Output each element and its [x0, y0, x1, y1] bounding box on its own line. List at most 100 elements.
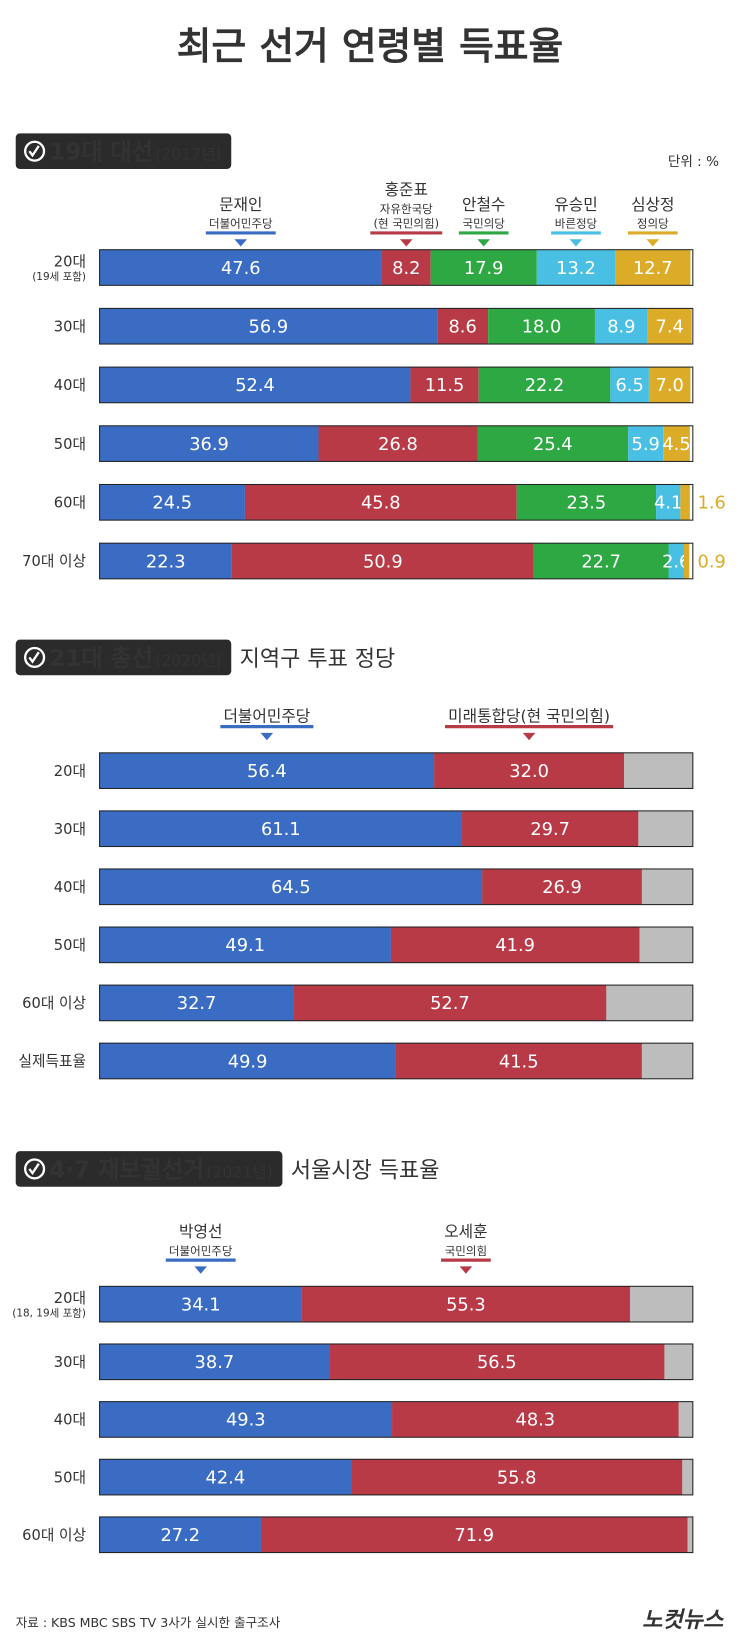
- bar-outline: [99, 483, 694, 521]
- legend-name: 문재인: [219, 195, 262, 214]
- header-box: [15, 1151, 283, 1187]
- value-label: 18.0: [522, 317, 562, 338]
- legend-pointer: [459, 1266, 473, 1274]
- bar-segment: [99, 425, 319, 462]
- bar-outline: [99, 425, 694, 462]
- title: 최근 선거 연령별 득표율: [177, 24, 563, 68]
- bar-segment: [99, 484, 245, 521]
- bar-segment: [381, 249, 431, 286]
- category-label: 60대: [54, 495, 86, 512]
- bar-segment: [99, 249, 382, 286]
- value-label: 64.5: [271, 877, 311, 898]
- value-label: 2.6: [662, 551, 690, 572]
- bar-segment: [462, 810, 639, 847]
- category-label: 40대: [54, 1412, 86, 1429]
- bar-segment: [594, 308, 648, 345]
- bar-segment: [648, 367, 691, 403]
- bar-segment: [390, 927, 640, 963]
- bar-outline: [99, 1458, 694, 1496]
- legend-pointer: [477, 239, 490, 247]
- bar-segment: [99, 543, 232, 579]
- value-label: 47.6: [221, 258, 261, 279]
- legend-party: 국민의당: [463, 217, 506, 231]
- header-box: [15, 133, 232, 169]
- value-label: 24.5: [152, 493, 192, 514]
- value-label: 38.7: [195, 1352, 235, 1373]
- bar-segment: [329, 1343, 665, 1380]
- legend-pointer: [569, 239, 583, 247]
- section-heading: 4·7 재보궐선거: [49, 1157, 204, 1183]
- bar-outline: [99, 810, 694, 848]
- bar-segment: [478, 367, 611, 403]
- legend-party: 더불어민주당: [209, 217, 273, 231]
- value-label: 55.3: [446, 1294, 486, 1315]
- bar-segment: [99, 927, 391, 963]
- value-label: 34.1: [181, 1294, 221, 1315]
- bar-segment: [99, 752, 435, 789]
- bar-segment: [647, 308, 692, 345]
- bar-segment: [434, 752, 625, 789]
- bar-segment: [99, 868, 483, 905]
- ballot-icon-check: [28, 145, 40, 158]
- value-label: 52.4: [235, 375, 275, 396]
- bar-segment: [318, 425, 478, 462]
- section-header: 4·7 재보궐선거 (2021년): [15, 1151, 283, 1187]
- legend-party: 국민의힘: [445, 1244, 487, 1258]
- value-label: 12.7: [633, 258, 673, 279]
- bar-segment: [99, 985, 294, 1021]
- bar-segment: [656, 484, 681, 521]
- bar-outline: [99, 1401, 694, 1438]
- bar-segment: [99, 810, 463, 847]
- ballot-icon: [24, 646, 46, 669]
- bar-segment: [533, 543, 669, 579]
- bar-segment: [488, 308, 595, 345]
- value-label: 8.9: [607, 317, 635, 338]
- section-year: (2020년): [155, 651, 222, 670]
- legend-pointer: [522, 732, 536, 741]
- bar-outline: [99, 366, 694, 404]
- legend-party: 자유한국당: [380, 202, 433, 216]
- value-label: 61.1: [261, 819, 301, 840]
- bar-segment: [395, 1043, 642, 1079]
- section-heading: 21대 총선: [49, 646, 153, 672]
- value-label: 71.9: [454, 1525, 494, 1546]
- category-label: 실제득표율: [19, 1053, 86, 1070]
- legend-name: 박영선: [179, 1222, 222, 1241]
- legend-name: 더불어민주당: [223, 706, 310, 725]
- bar-segment: [99, 1459, 352, 1495]
- bar-outline: [99, 1343, 694, 1381]
- bar-segment: [628, 425, 664, 462]
- category-note: (18, 19세 포함): [12, 1308, 86, 1320]
- category-label: 40대: [54, 879, 86, 896]
- category-label: 60대 이상: [22, 995, 86, 1012]
- bar-outline: [99, 868, 694, 906]
- legend-name: 안철수: [462, 195, 505, 214]
- section-year: (2017년): [155, 145, 222, 164]
- bar-segment: [615, 249, 691, 286]
- value-label: 49.1: [225, 935, 265, 956]
- value-label: 36.9: [189, 434, 229, 455]
- bar-outline: [99, 752, 694, 789]
- legend-party-note: (현 국민의힘): [373, 217, 439, 231]
- bar-segment: [99, 1043, 396, 1079]
- bar-segment: [293, 985, 607, 1021]
- ballot-icon-check: [28, 1163, 40, 1176]
- value-label: 26.8: [378, 434, 418, 455]
- bar-segment: [437, 308, 489, 345]
- value-label: 26.9: [542, 877, 582, 898]
- value-label: 27.2: [160, 1525, 200, 1546]
- legend-name: 오세훈: [444, 1222, 487, 1241]
- value-label: 50.9: [363, 551, 403, 572]
- category-label: 30대: [54, 318, 86, 335]
- logo: 노컷뉴스: [642, 1608, 725, 1633]
- value-label: 22.7: [581, 551, 621, 572]
- value-label: 29.7: [530, 819, 570, 840]
- category-note: (19세 포함): [32, 271, 86, 283]
- category-label: 50대: [54, 937, 86, 954]
- header-box: [15, 639, 232, 676]
- legend-name: 홍준표: [385, 180, 428, 199]
- bar-segment: [99, 1343, 330, 1380]
- section-header: 21대 총선 (2020년): [15, 639, 232, 676]
